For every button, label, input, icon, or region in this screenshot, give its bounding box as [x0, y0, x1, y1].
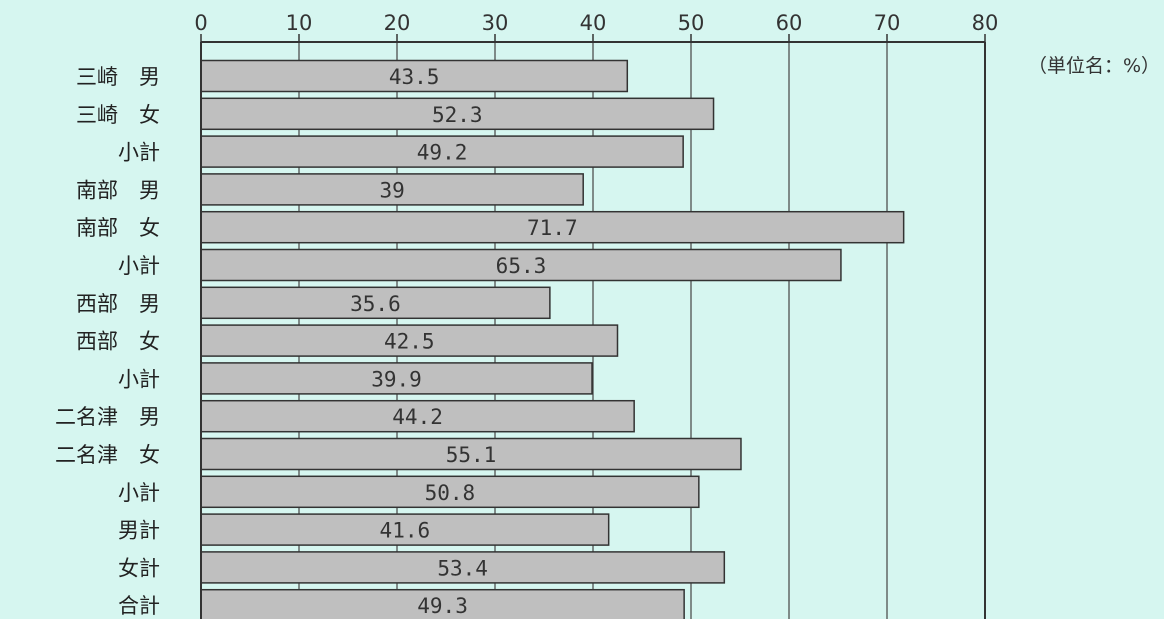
tick-label-70: 70: [874, 11, 901, 35]
value-label-0: 43.5: [389, 65, 440, 89]
value-label-6: 35.6: [350, 292, 401, 316]
value-label-2: 49.2: [417, 141, 468, 165]
category-label-12: 男計: [118, 519, 160, 543]
category-label-7: 西部 女: [76, 330, 160, 354]
category-label-4: 南部 女: [76, 216, 160, 240]
bar-2: [200, 135, 684, 168]
value-label-11: 50.8: [425, 481, 476, 505]
tick-label-80: 80: [972, 11, 999, 35]
category-label-5: 小計: [118, 254, 160, 278]
category-label-3: 南部 男: [76, 178, 160, 202]
category-label-13: 女計: [118, 556, 160, 580]
value-label-7: 42.5: [384, 330, 435, 354]
bar-6: [200, 286, 551, 320]
bar-1: [200, 97, 715, 131]
value-label-13: 53.4: [437, 556, 488, 580]
category-label-14: 合計: [118, 594, 160, 618]
tick-label-50: 50: [678, 11, 705, 35]
value-label-3: 39: [379, 178, 404, 202]
tick-label-40: 40: [580, 11, 607, 35]
unit-note: （単位名：%）: [1028, 55, 1160, 77]
category-label-8: 小計: [118, 367, 160, 391]
category-label-11: 小計: [118, 481, 160, 505]
tick-label-60: 60: [776, 11, 803, 35]
value-label-4: 71.7: [527, 216, 578, 240]
bar-10: [200, 437, 742, 471]
bar-4: [200, 210, 905, 244]
category-label-0: 三崎 男: [76, 65, 160, 89]
category-label-10: 二名津 女: [55, 443, 160, 467]
category-label-9: 二名津 男: [55, 405, 160, 429]
bar-7: [200, 324, 619, 357]
value-label-10: 55.1: [446, 443, 497, 467]
tick-label-0: 0: [194, 11, 207, 35]
bar-5: [200, 248, 842, 282]
axes: [200, 34, 986, 619]
value-label-8: 39.9: [371, 367, 422, 391]
tick-label-10: 10: [286, 11, 313, 35]
tick-label-20: 20: [384, 11, 411, 35]
value-label-12: 41.6: [380, 519, 431, 543]
bar-13: [200, 551, 726, 584]
category-label-6: 西部 男: [76, 292, 160, 316]
bars: [200, 59, 905, 619]
value-label-9: 44.2: [392, 405, 443, 429]
value-label-14: 49.3: [417, 594, 468, 618]
bar-9: [200, 399, 635, 433]
category-label-1: 三崎 女: [76, 103, 160, 127]
value-label-5: 65.3: [496, 254, 547, 278]
bar-12: [200, 513, 610, 546]
labels: 0 10 20 30 40 50 60 70 80 43.5 三崎 男 52.3 三崎 女 49.2 小計 3…: [55, 11, 998, 618]
value-label-1: 52.3: [432, 103, 483, 127]
bar-11: [200, 475, 700, 509]
tick-label-30: 30: [482, 11, 509, 35]
category-label-2: 小計: [118, 141, 160, 165]
bar-14: [200, 588, 685, 619]
